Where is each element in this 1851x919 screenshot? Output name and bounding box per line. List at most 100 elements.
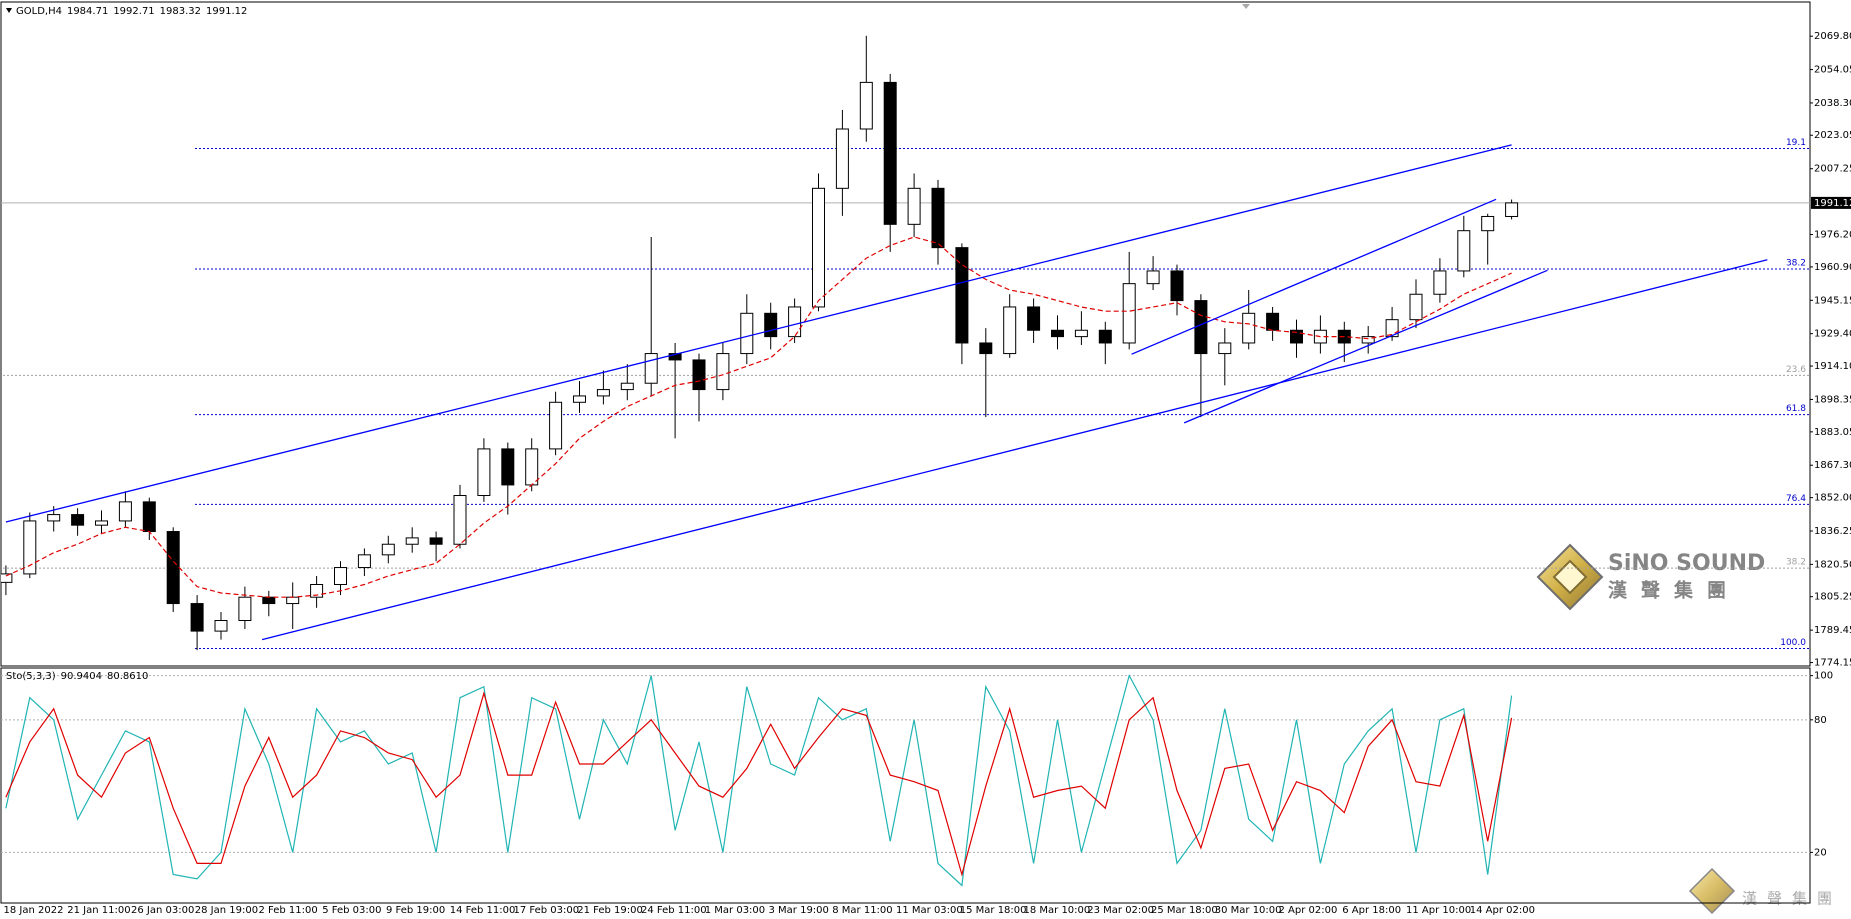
- fib-label: 38.2: [1786, 558, 1806, 568]
- candle-body: [23, 520, 37, 575]
- stoch-header-value: Sto(5,3,3): [6, 671, 56, 682]
- x-tick-label: 30 Mar 10:00: [1215, 905, 1282, 916]
- y-tick-label: 1820.50: [1814, 559, 1851, 570]
- candle-body: [47, 514, 61, 522]
- y-tick-label: 1976.20: [1814, 230, 1851, 241]
- candle-body: [381, 543, 395, 556]
- watermark-logo: SiNO SOUND 漢聲集團: [1536, 543, 1765, 611]
- stoch-panel: [0, 667, 1811, 904]
- candle-body: [1266, 312, 1280, 331]
- fib-label: 61.8: [1786, 404, 1806, 414]
- candle-body: [740, 312, 754, 355]
- candle-body: [1409, 293, 1423, 321]
- y-tick-label: 80: [1814, 715, 1827, 726]
- price-plot: 19.1 38.2 23.6 61.8 76.4 38.2 100.0: [1, 35, 1810, 651]
- stoch-header: Sto(5,3,3) 90.9404 80.8610: [6, 671, 148, 682]
- candle-body: [979, 342, 993, 355]
- trendline: [1183, 269, 1548, 424]
- candle-body: [931, 187, 945, 249]
- axes: 2069.80 2054.05 2038.30 2023.05 2007.25 1976.…: [4, 6, 1851, 916]
- x-tick-label: 2 Feb 11:00: [259, 905, 318, 916]
- candle-body: [812, 187, 825, 308]
- candle-body: [883, 81, 897, 225]
- x-tick-label: 18 Mar 10:00: [1024, 905, 1091, 916]
- candle-body: [835, 128, 849, 189]
- header-value: 1983.32: [160, 6, 201, 17]
- x-tick-label: 24 Feb 11:00: [641, 905, 707, 916]
- logo-brand: SiNO SOUND: [1608, 551, 1765, 576]
- x-tick-label: 9 Feb 19:00: [386, 905, 445, 916]
- candle-body: [1290, 329, 1303, 344]
- x-tick-label: 21 Feb 19:00: [577, 905, 643, 916]
- candle-body: [453, 495, 467, 545]
- candle-body: [71, 514, 85, 526]
- y-tick-label: 1805.25: [1814, 592, 1851, 603]
- candle-body: [190, 603, 204, 632]
- candle-body: [214, 620, 228, 632]
- current-price-box: [1811, 196, 1851, 209]
- y-tick-label: 1914.10: [1814, 361, 1851, 372]
- logo-inner: [1552, 559, 1588, 595]
- y-tick-label: 1789.45: [1814, 625, 1851, 636]
- candle-body: [95, 520, 108, 526]
- candle-body: [692, 359, 706, 391]
- y-tick-label: 2023.05: [1814, 130, 1851, 141]
- candle-body: [549, 401, 563, 450]
- x-tick-label: 11 Mar 03:00: [896, 905, 963, 916]
- header: GOLD,H4 1984.71 1992.71 1983.32 1991.12: [16, 6, 247, 17]
- candle-body: [764, 312, 778, 338]
- x-tick-label: 17 Feb 03:00: [514, 905, 580, 916]
- stoch-line: [5, 691, 1513, 877]
- x-tick-label: 6 Apr 18:00: [1342, 905, 1401, 916]
- candle-body: [1003, 306, 1017, 355]
- header-value: GOLD,H4: [16, 6, 62, 17]
- candle-body: [357, 554, 371, 569]
- y-tick-label: 20: [1814, 847, 1827, 858]
- candle-body: [596, 389, 610, 397]
- candle-body: [1074, 329, 1088, 338]
- stoch-line: [5, 673, 1513, 887]
- candle-body: [1218, 342, 1232, 355]
- header-value: 1984.71: [67, 6, 108, 17]
- candle-body: [1481, 215, 1495, 232]
- x-tick-label: 11 Apr 10:00: [1406, 905, 1471, 916]
- logo-chinese: 漢聲集團: [1608, 579, 1740, 602]
- candle-body: [573, 395, 586, 403]
- x-tick-label: 3 Mar 19:00: [769, 905, 829, 916]
- candle-body: [1122, 283, 1136, 344]
- y-tick-label: 100: [1814, 671, 1833, 682]
- stoch-plot: [1, 673, 1810, 887]
- candle-body: [1170, 270, 1184, 302]
- current-price-label: 1991.12: [1814, 198, 1851, 209]
- fib-label: 19.1: [1786, 138, 1806, 148]
- candle-body: [1242, 312, 1256, 344]
- y-tick-label: 1929.40: [1814, 329, 1851, 340]
- fib-label: 76.4: [1786, 494, 1806, 504]
- candle-body: [644, 353, 658, 384]
- y-tick-label: 1836.25: [1814, 526, 1851, 537]
- candle-body: [1433, 270, 1447, 295]
- candle-body: [477, 448, 491, 497]
- y-tick-label: 1867.30: [1814, 460, 1851, 471]
- candle-body: [1, 573, 13, 583]
- candle-body: [118, 501, 132, 522]
- candle-body: [262, 596, 276, 605]
- x-tick-label: 26 Jan 03:00: [131, 905, 194, 916]
- x-tick-label: 8 Mar 11:00: [832, 905, 892, 916]
- candle-body: [620, 382, 634, 391]
- candle-body: [907, 187, 921, 225]
- corner-diamond: [1688, 867, 1736, 915]
- candle-body: [788, 306, 802, 338]
- shift-marker: [1242, 4, 1250, 9]
- x-tick-label: 28 Jan 19:00: [195, 905, 258, 916]
- x-tick-label: 5 Feb 03:00: [322, 905, 381, 916]
- candle-body: [501, 448, 515, 486]
- candle-body: [1146, 270, 1160, 285]
- x-tick-label: 25 Mar 18:00: [1151, 905, 1218, 916]
- candle-body: [1098, 329, 1112, 344]
- y-tick-label: 1774.15: [1814, 658, 1851, 669]
- candle-body: [1505, 202, 1519, 217]
- fib-label: 100.0: [1780, 638, 1806, 648]
- candle-body: [668, 353, 682, 361]
